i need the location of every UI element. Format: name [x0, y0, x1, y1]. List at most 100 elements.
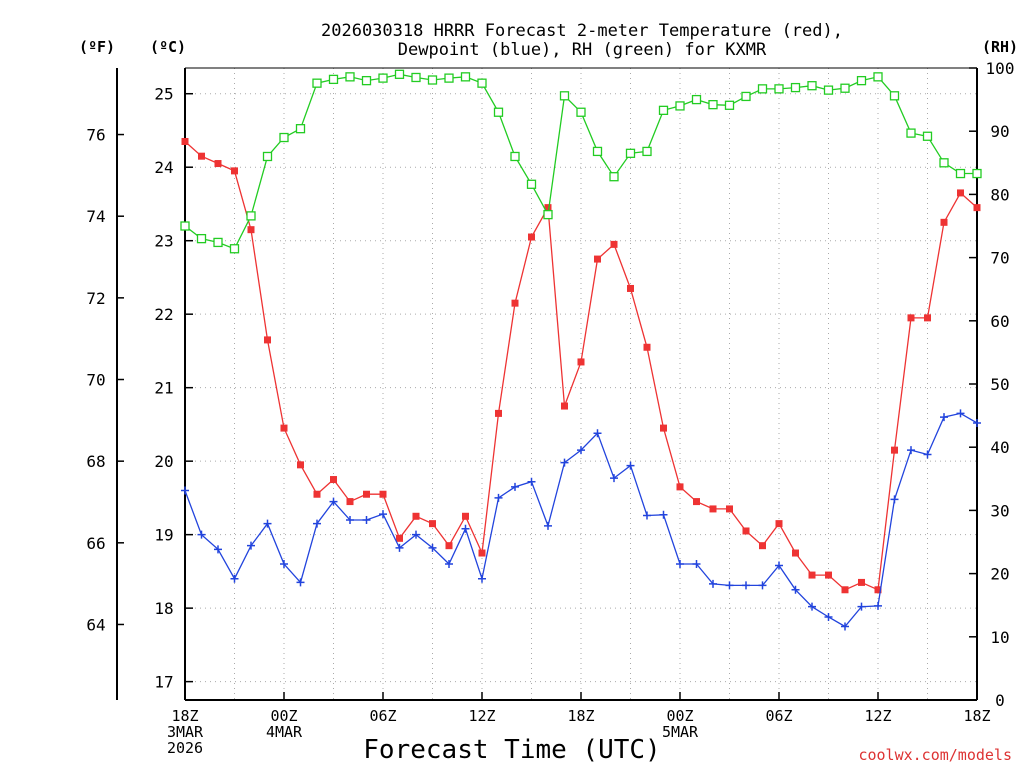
- x-tick-label: 06Z: [765, 707, 792, 725]
- marker-rh: [394, 69, 405, 79]
- series-line-rh: [184, 73, 977, 250]
- marker-temperature: [825, 571, 832, 579]
- marker-dewpoint: [857, 602, 866, 611]
- x-tick-label: 00Z: [270, 707, 297, 725]
- marker-dewpoint: [379, 510, 387, 519]
- marker-rh: [510, 151, 520, 162]
- x-tick-label: 5MAR: [662, 723, 699, 741]
- marker-rh: [609, 172, 619, 182]
- marker-temperature: [660, 424, 667, 432]
- marker-rh: [922, 131, 933, 141]
- marker-temperature: [973, 204, 981, 212]
- marker-temperature: [363, 490, 370, 498]
- marker-temperature: [627, 284, 634, 292]
- marker-rh: [889, 91, 900, 101]
- marker-dewpoint: [527, 477, 536, 486]
- marker-temperature: [181, 137, 189, 145]
- marker-rh: [906, 128, 916, 138]
- marker-dewpoint: [445, 560, 453, 569]
- fahrenheit-tick-label: 76: [86, 126, 105, 145]
- x-tick-label: 2026: [167, 739, 203, 757]
- marker-dewpoint: [775, 561, 783, 570]
- marker-rh: [559, 91, 570, 101]
- fahrenheit-tick-label: 64: [86, 615, 105, 634]
- marker-rh: [543, 209, 553, 220]
- marker-dewpoint: [923, 450, 932, 459]
- rh-tick-label: 90: [990, 122, 1009, 141]
- marker-temperature: [429, 520, 436, 528]
- x-tick-label: 06Z: [369, 707, 396, 725]
- marker-dewpoint: [725, 581, 734, 590]
- marker-rh: [757, 84, 768, 94]
- marker-rh: [180, 221, 190, 231]
- marker-temperature: [726, 505, 733, 513]
- marker-rh: [477, 78, 487, 88]
- marker-temperature: [313, 490, 321, 498]
- chart-title-line1: 2026030318 HRRR Forecast 2-meter Tempera…: [321, 21, 843, 41]
- marker-temperature: [841, 586, 849, 594]
- credit-label: coolwx.com/models: [858, 746, 1012, 764]
- marker-temperature: [396, 534, 403, 542]
- marker-dewpoint: [362, 515, 371, 524]
- marker-dewpoint: [676, 560, 684, 569]
- rh-tick-label: 20: [990, 565, 1009, 584]
- marker-temperature: [676, 483, 684, 491]
- x-tick-label: 3MAR: [167, 723, 204, 741]
- marker-temperature: [544, 204, 552, 212]
- marker-temperature: [924, 314, 931, 322]
- marker-dewpoint: [247, 541, 255, 550]
- celsius-tick-label: 22: [154, 305, 173, 324]
- x-axis-label: Forecast Time (UTC): [363, 735, 660, 765]
- marker-temperature: [445, 542, 453, 550]
- marker-dewpoint: [940, 413, 948, 422]
- x-tick-label: 12Z: [864, 707, 891, 725]
- marker-temperature: [775, 520, 783, 528]
- x-tick-label: 18Z: [567, 707, 594, 725]
- marker-rh: [625, 148, 636, 158]
- marker-dewpoint: [610, 474, 618, 483]
- marker-dewpoint: [544, 521, 552, 530]
- marker-rh: [741, 91, 751, 102]
- rh-tick-label: 60: [990, 312, 1009, 331]
- marker-rh: [361, 75, 372, 86]
- marker-rh: [823, 85, 834, 95]
- marker-dewpoint: [478, 574, 486, 583]
- marker-dewpoint: [560, 458, 569, 467]
- marker-dewpoint: [692, 560, 701, 569]
- marker-rh: [592, 146, 603, 157]
- series-line-dewpoint: [184, 412, 978, 628]
- marker-temperature: [264, 336, 271, 344]
- marker-dewpoint: [758, 581, 767, 590]
- marker-rh: [229, 244, 240, 254]
- marker-rh: [807, 81, 817, 91]
- marker-dewpoint: [742, 581, 750, 590]
- marker-rh: [427, 75, 438, 85]
- celsius-tick-label: 17: [154, 673, 173, 692]
- marker-rh: [312, 78, 322, 88]
- marker-dewpoint: [511, 482, 519, 491]
- marker-rh: [460, 72, 471, 82]
- marker-rh: [658, 105, 669, 115]
- rh-tick-label: 30: [990, 501, 1009, 520]
- marker-rh: [840, 83, 850, 93]
- marker-temperature: [495, 409, 502, 417]
- marker-temperature: [594, 255, 601, 263]
- marker-rh: [955, 168, 966, 179]
- marker-rh: [642, 146, 652, 157]
- fahrenheit-tick-label: 74: [86, 207, 105, 226]
- marker-temperature: [808, 571, 816, 579]
- marker-rh: [526, 179, 537, 189]
- marker-dewpoint: [577, 446, 585, 455]
- marker-temperature: [709, 505, 717, 513]
- marker-rh: [411, 72, 421, 83]
- celsius-tick-label: 23: [154, 232, 173, 251]
- marker-temperature: [528, 233, 535, 241]
- marker-temperature: [891, 446, 898, 454]
- rh-tick-label: 40: [990, 438, 1009, 457]
- marker-temperature: [577, 358, 585, 366]
- celsius-tick-label: 18: [154, 599, 173, 618]
- marker-rh: [196, 233, 207, 244]
- marker-dewpoint: [791, 585, 800, 594]
- marker-dewpoint: [973, 418, 981, 427]
- marker-rh: [939, 158, 949, 168]
